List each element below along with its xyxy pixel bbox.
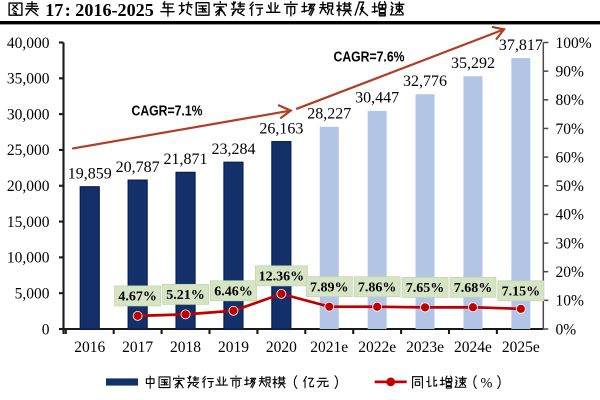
svg-text:7.68%: 7.68% [454,281,493,296]
svg-text:40%: 40% [556,207,585,224]
svg-text:7.15%: 7.15% [502,284,541,299]
svg-text:2018: 2018 [170,339,201,356]
svg-text:20,787: 20,787 [116,159,160,176]
svg-text:32,776: 32,776 [403,73,447,90]
svg-text:10,000: 10,000 [7,250,50,267]
svg-text:21,871: 21,871 [164,151,208,168]
svg-text:%: % [481,375,493,391]
svg-text:60%: 60% [556,149,585,166]
svg-text:10%: 10% [556,293,585,310]
svg-text:37,817: 37,817 [499,37,543,54]
svg-text:30,447: 30,447 [355,90,399,107]
svg-text:70%: 70% [556,121,585,138]
svg-text:2025e: 2025e [502,339,540,356]
svg-text:7.65%: 7.65% [406,281,445,296]
svg-text:20%: 20% [556,264,585,281]
svg-text:35,000: 35,000 [7,71,50,88]
svg-text::: : [65,0,71,20]
svg-text:80%: 80% [556,92,585,109]
svg-text:4.67%: 4.67% [118,290,157,305]
svg-text:2016: 2016 [74,339,105,356]
svg-text:35,292: 35,292 [451,55,495,72]
svg-text:2021e: 2021e [310,339,348,356]
svg-text:2016-2025: 2016-2025 [75,0,154,20]
svg-text:12.36%: 12.36% [259,269,305,284]
svg-text:0: 0 [42,321,50,338]
svg-text:19,859: 19,859 [68,166,112,183]
svg-text:50%: 50% [556,178,585,195]
svg-text:6.46%: 6.46% [214,284,253,299]
svg-text:28,227: 28,227 [307,106,351,123]
svg-text:100%: 100% [556,35,592,52]
svg-text:CAGR=7.1%: CAGR=7.1% [132,104,203,120]
svg-text:2017: 2017 [122,339,153,356]
svg-text:2019: 2019 [218,339,249,356]
svg-text:17: 17 [45,0,63,20]
svg-text:5,000: 5,000 [15,285,50,302]
svg-text:15,000: 15,000 [7,214,50,231]
svg-text:5.21%: 5.21% [166,288,205,303]
svg-text:40,000: 40,000 [7,35,50,52]
svg-text:30,000: 30,000 [7,106,50,123]
svg-text:26,163: 26,163 [259,120,303,137]
svg-text:2024e: 2024e [454,339,492,356]
svg-text:90%: 90% [556,63,585,80]
svg-text:2020: 2020 [266,339,297,356]
svg-text:7.89%: 7.89% [310,280,349,295]
svg-text:23,284: 23,284 [211,141,255,158]
svg-text:0%: 0% [556,321,577,338]
svg-text:CAGR=7.6%: CAGR=7.6% [334,50,405,66]
svg-text:25,000: 25,000 [7,142,50,159]
svg-text:20,000: 20,000 [7,178,50,195]
svg-text:2023e: 2023e [406,339,444,356]
svg-text:2022e: 2022e [358,339,396,356]
svg-text:30%: 30% [556,235,585,252]
svg-text:7.86%: 7.86% [358,280,397,295]
